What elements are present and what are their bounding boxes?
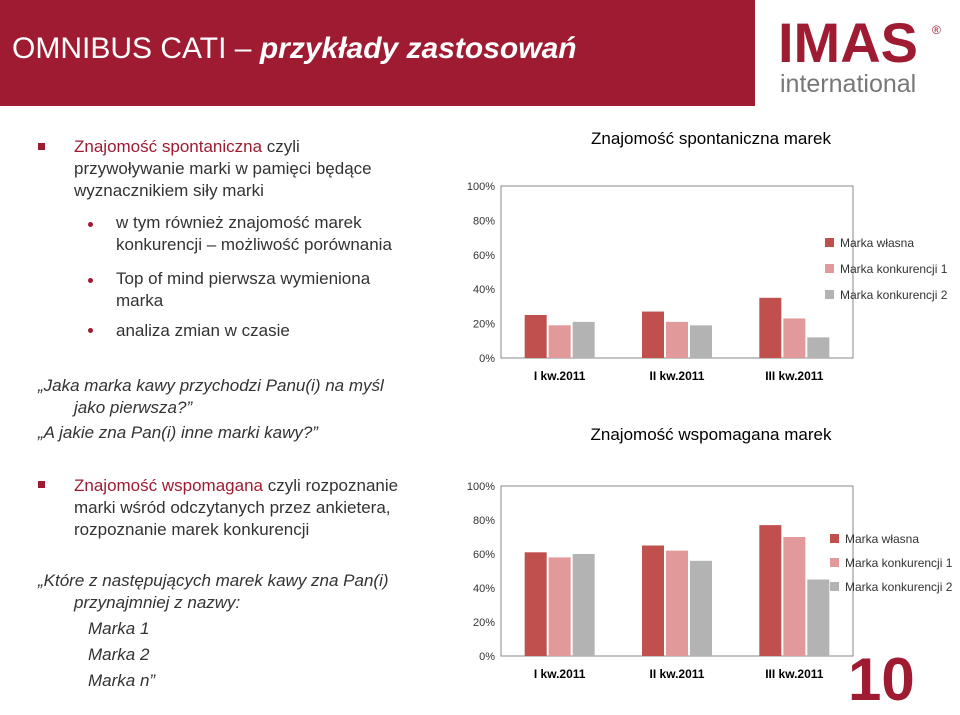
- bullet-square-icon: [38, 143, 45, 150]
- chart1-legend-swatch: [825, 290, 834, 299]
- chart2-bar-3-1: [572, 554, 595, 656]
- imas-logo: IMAS ® international: [760, 0, 960, 106]
- chart2-bar-1-3: [759, 525, 782, 656]
- chart1-bar-1-3: [759, 297, 782, 358]
- slide-title-italic: przykłady zastosowań: [259, 32, 577, 65]
- section1-heading-line3: wyznacznikiem siły marki: [74, 181, 264, 200]
- section2-option-3: Marka n”: [88, 671, 156, 690]
- spontaneous-awareness-chart: Znajomość spontaniczna marek 0% 20% 40% 60% 8…: [467, 129, 948, 383]
- chart2-bar-2-2: [666, 550, 688, 656]
- section2-heading-line1: Znajomość wspomagana czyli rozpoznanie: [74, 475, 398, 497]
- imas-logo-graphic: IMAS ® international: [778, 11, 941, 98]
- chart2-y-tick-label: 80%: [473, 515, 495, 527]
- chart2-y-tick-label: 0%: [479, 651, 495, 663]
- section2-heading-line2: marki wśród odczytanych przez ankietera,: [74, 498, 391, 517]
- section2-option-1: Marka 1: [88, 619, 150, 638]
- section2-question-line1: „Które z następujących marek kawy zna Pa…: [38, 571, 389, 590]
- chart2-legend-label: Marka konkurencji 2: [845, 580, 953, 594]
- section2-heading-highlight: Znajomość wspomagana: [74, 476, 263, 495]
- chart1-bar-2-3: [783, 318, 806, 358]
- chart1-y-tick-label: 0%: [479, 353, 495, 365]
- section2-option-2: Marka 2: [88, 645, 150, 664]
- chart2-legend-label: Marka własna: [845, 532, 919, 546]
- chart1-y-tick-label: 80%: [473, 215, 495, 227]
- section2-heading-line3: rozpoznanie marek konkurencji: [74, 520, 310, 539]
- aided-awareness-chart: Znajomość wspomagana marek 0% 20% 40% 60% 80%…: [467, 425, 953, 681]
- section1-heading-line1: Znajomość spontaniczna czyli: [74, 136, 300, 158]
- section1-bullet-2-line2: marka: [116, 291, 164, 310]
- chart1-legend-label: Marka konkurencji 2: [840, 288, 948, 302]
- section1-heading-rest: czyli: [262, 137, 300, 156]
- chart2-bar-2-1: [548, 557, 571, 656]
- chart1-bar-3-2: [690, 325, 712, 358]
- chart2-legend-label: Marka konkurencji 1: [845, 556, 953, 570]
- chart2-bar-3-2: [690, 560, 712, 656]
- bullet-dot-icon: [88, 222, 93, 227]
- chart2-x-tick-label: I kw.2011: [534, 667, 586, 681]
- chart1-x-tick-label: III kw.2011: [765, 369, 824, 383]
- chart1-bar-1-1: [524, 315, 547, 358]
- bullet-square-icon: [38, 481, 45, 488]
- chart1-title: Znajomość spontaniczna marek: [591, 129, 832, 148]
- page-number: 10: [848, 646, 915, 713]
- section1-bullet-3-line1: analiza zmian w czasie: [116, 321, 290, 340]
- chart1-y-tick-label: 20%: [473, 319, 495, 331]
- chart1-bar-2-1: [548, 325, 571, 358]
- chart1-legend-swatch: [825, 264, 834, 273]
- chart1-x-tick-label: I kw.2011: [534, 369, 586, 383]
- chart2-title: Znajomość wspomagana marek: [591, 425, 832, 444]
- section1-heading-highlight: Znajomość spontaniczna: [74, 137, 263, 156]
- chart2-x-tick-label: III kw.2011: [765, 667, 824, 681]
- chart2-bar-1-2: [642, 545, 664, 656]
- chart1-y-tick-label: 40%: [473, 284, 495, 296]
- chart1-legend-label: Marka konkurencji 1: [840, 262, 948, 276]
- section2-heading-rest: czyli rozpoznanie: [262, 476, 399, 495]
- chart1-y-tick-label: 60%: [473, 250, 495, 262]
- chart2-y-tick-label: 100%: [467, 481, 495, 493]
- bullet-dot-icon: [88, 328, 93, 333]
- chart2-bar-3-3: [807, 579, 830, 656]
- logo-subtitle: international: [780, 70, 916, 98]
- chart2-bar-1-1: [524, 552, 547, 656]
- section1-heading-line2: przywoływanie marki w pamięci będące: [74, 159, 372, 178]
- section1-question-line3: „A jakie zna Pan(i) inne marki kawy?”: [38, 423, 318, 442]
- chart2-y-tick-label: 20%: [473, 617, 495, 629]
- chart1-x-tick-label: II kw.2011: [650, 369, 705, 383]
- chart1-bar-1-2: [642, 311, 664, 358]
- chart1-bar-2-2: [666, 321, 688, 358]
- section1-bullet-2-line1: Top of mind pierwsza wymieniona: [116, 269, 371, 288]
- chart1-legend-label: Marka własna: [840, 236, 914, 250]
- logo-brand: IMAS: [778, 11, 918, 74]
- chart2-bar-2-3: [783, 537, 806, 656]
- title-bar: OMNIBUS CATI – przykłady zastosowań: [0, 0, 755, 106]
- section1-question-line1: „Jaka marka kawy przychodzi Panu(i) na m…: [38, 376, 384, 395]
- chart1-bar-3-3: [807, 337, 830, 358]
- chart2-y-tick-label: 40%: [473, 583, 495, 595]
- chart2-legend-swatch: [830, 582, 839, 591]
- chart2-x-tick-label: II kw.2011: [650, 667, 705, 681]
- chart2-legend-swatch: [830, 534, 839, 543]
- chart1-legend-swatch: [825, 238, 834, 247]
- section2-question-line2: przynajmniej z nazwy:: [74, 593, 241, 612]
- chart2-y-tick-label: 60%: [473, 549, 495, 561]
- chart2-legend-swatch: [830, 558, 839, 567]
- slide-title: OMNIBUS CATI – przykłady zastosowań: [12, 32, 577, 66]
- section1-bullet-1-line2: konkurencji – możliwość porównania: [116, 235, 392, 254]
- chart1-y-tick-label: 100%: [467, 181, 495, 193]
- logo-registered-mark: ®: [932, 23, 941, 37]
- bullet-dot-icon: [88, 278, 93, 283]
- section1-bullet-1-line1: w tym również znajomość marek: [116, 213, 362, 232]
- section1-question-line2: jako pierwsza?”: [74, 398, 193, 417]
- chart1-bar-3-1: [572, 321, 595, 358]
- slide-title-plain: OMNIBUS CATI –: [12, 32, 260, 65]
